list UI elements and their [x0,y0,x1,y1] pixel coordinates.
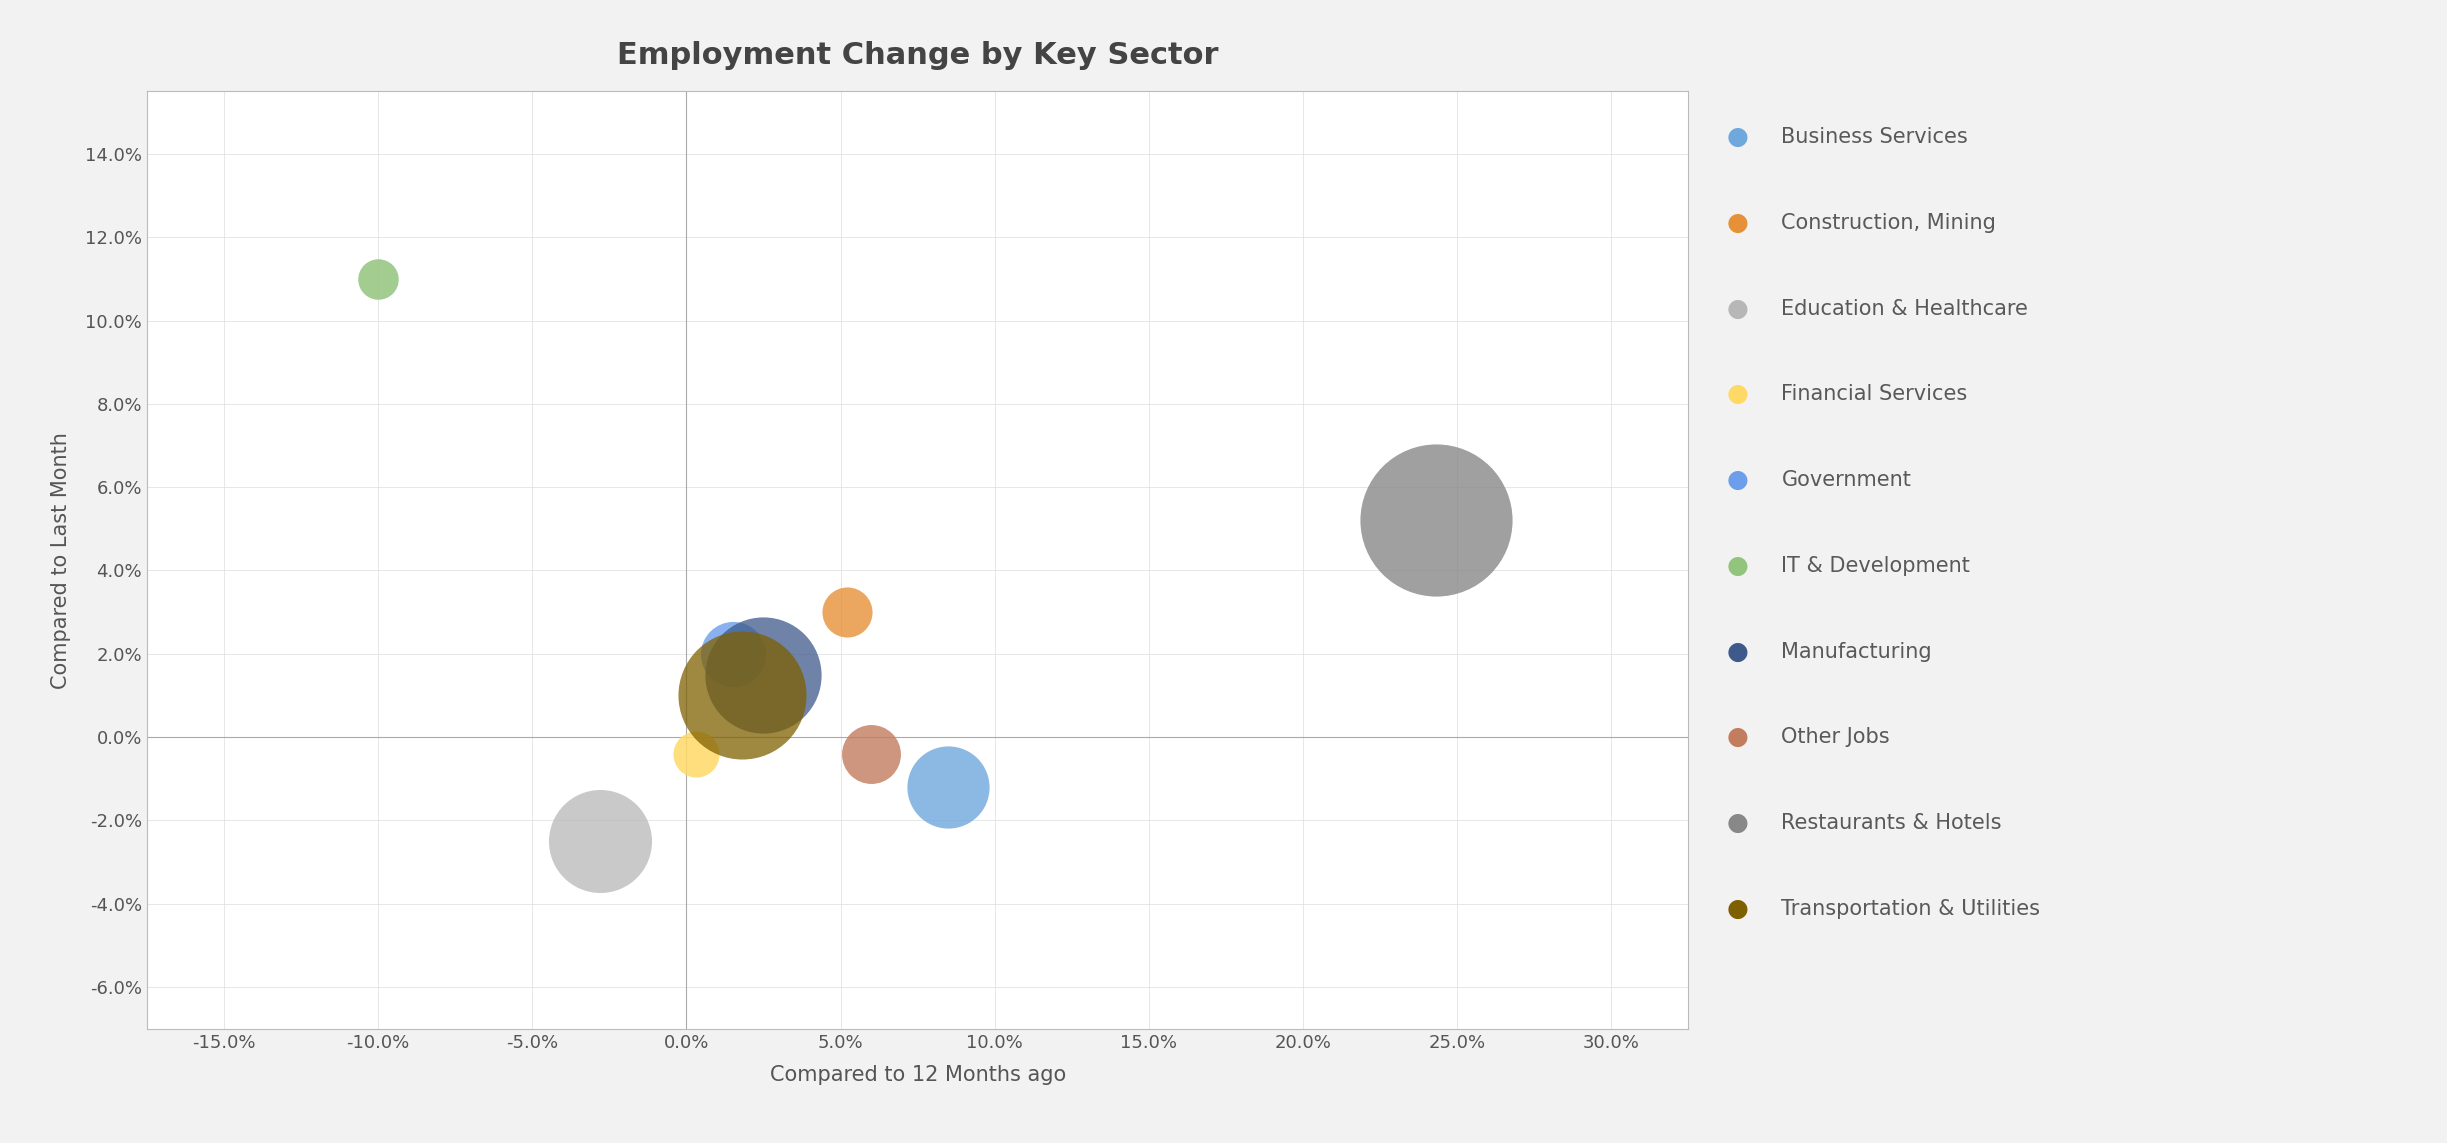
Text: IT & Development: IT & Development [1781,555,1970,576]
Text: ●: ● [1728,383,1747,406]
Point [722,686,761,704]
Text: ●: ● [1728,297,1747,320]
Point [744,665,783,684]
Text: Other Jobs: Other Jobs [1781,727,1889,748]
Title: Employment Change by Key Sector: Employment Change by Key Sector [617,41,1219,70]
Y-axis label: Compared to Last Month: Compared to Last Month [51,432,71,688]
Text: ●: ● [1728,126,1747,149]
Point [1417,511,1456,529]
Text: ●: ● [1728,211,1747,234]
Text: ●: ● [1728,640,1747,663]
Text: ●: ● [1728,469,1747,491]
Text: Construction, Mining: Construction, Mining [1781,213,1997,233]
Point [852,744,891,762]
Point [827,604,866,622]
Text: Transportation & Utilities: Transportation & Utilities [1781,898,2041,919]
Text: Manufacturing: Manufacturing [1781,641,1933,662]
Text: Restaurants & Hotels: Restaurants & Hotels [1781,813,2002,833]
Text: Government: Government [1781,470,1911,490]
Text: Financial Services: Financial Services [1781,384,1967,405]
Text: Education & Healthcare: Education & Healthcare [1781,298,2029,319]
X-axis label: Compared to 12 Months ago: Compared to 12 Months ago [768,1065,1067,1086]
Text: ●: ● [1728,554,1747,577]
Point [930,778,969,797]
Text: Business Services: Business Services [1781,127,1967,147]
Text: ●: ● [1728,812,1747,834]
Point [357,270,396,288]
Point [675,744,715,762]
Text: ●: ● [1728,726,1747,749]
Text: ●: ● [1728,897,1747,920]
Point [712,645,751,663]
Point [580,832,619,850]
